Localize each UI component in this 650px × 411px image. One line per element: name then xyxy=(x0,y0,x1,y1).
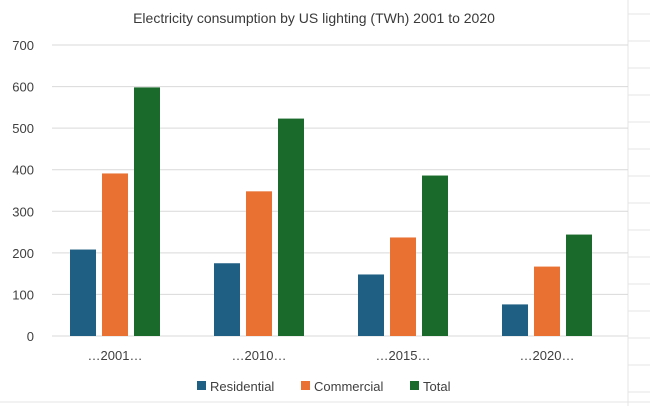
bar-residential-2 xyxy=(358,274,384,336)
bar-commercial-0 xyxy=(102,173,128,336)
y-tick-label: 100 xyxy=(12,287,34,302)
bar-residential-0 xyxy=(70,249,96,336)
bar-residential-3 xyxy=(502,304,528,336)
bar-total-2 xyxy=(422,175,448,336)
bar-total-0 xyxy=(134,87,160,336)
x-axis-ticks: …2001… …2010… …2015… …2020… xyxy=(88,348,575,363)
legend-label-residential: Residential xyxy=(210,379,274,394)
bar-commercial-2 xyxy=(390,237,416,336)
y-tick-label: 200 xyxy=(12,246,34,261)
y-tick-label: 400 xyxy=(12,163,34,178)
y-tick-label: 600 xyxy=(12,80,34,95)
y-tick-label: 300 xyxy=(12,204,34,219)
y-tick-label: 0 xyxy=(27,329,34,344)
bar-total-3 xyxy=(566,234,592,336)
bars xyxy=(70,87,592,337)
y-axis-ticks: 0 100 200 300 400 500 600 700 xyxy=(12,38,34,344)
legend-swatch-commercial xyxy=(301,381,310,390)
x-tick-label: …2020… xyxy=(520,348,575,363)
bar-commercial-1 xyxy=(246,191,272,336)
chart-title: Electricity consumption by US lighting (… xyxy=(133,10,495,26)
legend: Residential Commercial Total xyxy=(197,379,451,394)
x-tick-label: …2015… xyxy=(376,348,431,363)
legend-label-total: Total xyxy=(423,379,451,394)
y-tick-label: 500 xyxy=(12,121,34,136)
bar-commercial-3 xyxy=(534,266,560,336)
bar-total-1 xyxy=(278,118,304,337)
y-tick-label: 700 xyxy=(12,38,34,53)
legend-label-commercial: Commercial xyxy=(314,379,383,394)
legend-swatch-residential xyxy=(197,381,206,390)
bar-residential-1 xyxy=(214,263,240,336)
x-tick-label: …2001… xyxy=(88,348,143,363)
legend-swatch-total xyxy=(410,381,419,390)
x-tick-label: …2010… xyxy=(232,348,287,363)
